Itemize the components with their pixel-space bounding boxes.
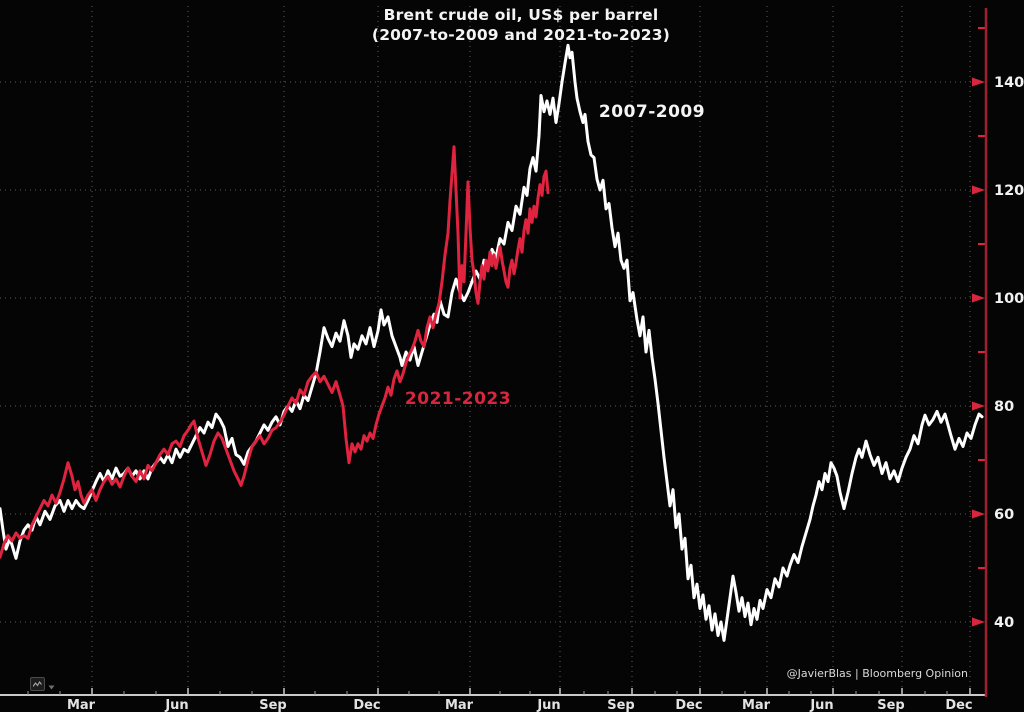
x-axis-label: Sep bbox=[259, 698, 287, 712]
x-axis-label: Jun bbox=[536, 698, 560, 712]
x-axis-label: Dec bbox=[353, 698, 380, 712]
svg-text:80: 80 bbox=[994, 399, 1014, 415]
x-axis-label: Mar bbox=[67, 698, 96, 712]
x-axis-label: Sep bbox=[877, 698, 905, 712]
x-axis-label: Dec bbox=[945, 698, 972, 712]
attribution-text: @JavierBlas | Bloomberg Opinion bbox=[786, 667, 968, 680]
series-label-2021-2023: 2021-2023 bbox=[404, 389, 512, 409]
line-chart-icon bbox=[30, 677, 45, 691]
x-axis-label: Dec bbox=[675, 698, 702, 712]
series-label-2007-2009: 2007-2009 bbox=[598, 102, 706, 122]
chevron-down-icon bbox=[48, 675, 55, 694]
series-line-2021-2023 bbox=[0, 145, 550, 559]
svg-text:100: 100 bbox=[994, 291, 1024, 307]
svg-text:60: 60 bbox=[994, 507, 1014, 523]
chart-tool-button[interactable] bbox=[30, 676, 60, 692]
x-axis-label: Mar bbox=[742, 698, 771, 712]
svg-text:120: 120 bbox=[994, 183, 1024, 199]
svg-text:40: 40 bbox=[994, 615, 1014, 631]
series-line-2007-2009 bbox=[0, 43, 984, 642]
svg-text:140: 140 bbox=[994, 75, 1024, 91]
x-axis-label: Sep bbox=[607, 698, 635, 712]
x-axis-label: Jun bbox=[164, 698, 188, 712]
x-axis-label: Mar bbox=[445, 698, 474, 712]
x-axis-label: Jun bbox=[809, 698, 833, 712]
